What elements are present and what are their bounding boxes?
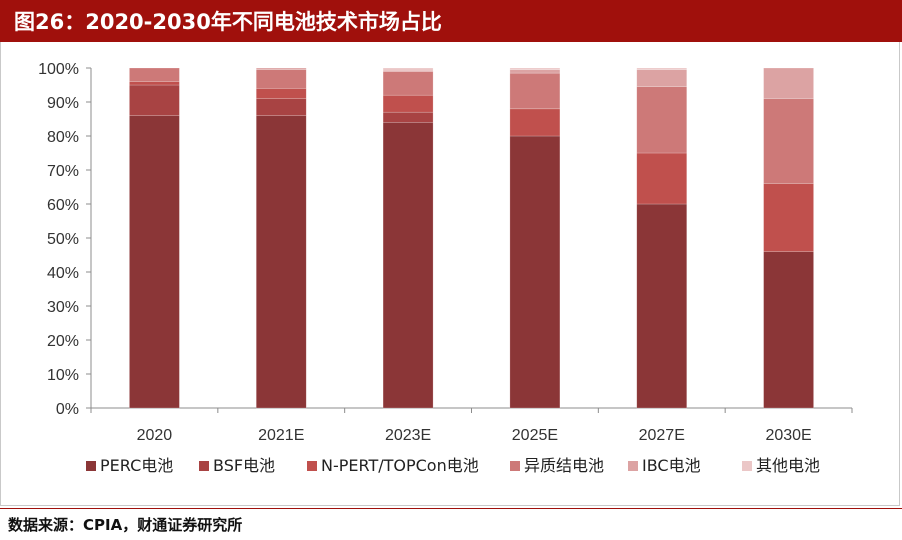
bar-segment [509, 69, 561, 74]
source-note: 数据来源：CPIA，财通证券研究所 [8, 516, 243, 534]
bar-segment [129, 67, 180, 82]
legend-label: N-PERT/TOPCon电池 [321, 456, 479, 475]
y-tick-label: 80% [47, 129, 79, 146]
bar-segment [129, 84, 180, 116]
footer-rule [0, 508, 902, 509]
legend-label: PERC电池 [100, 456, 173, 475]
bar-segment [509, 135, 561, 409]
chart-axes [86, 67, 853, 413]
bar-segment [509, 108, 561, 137]
bar-segment [636, 86, 688, 154]
y-tick-label: 0% [56, 401, 79, 418]
legend-swatch [199, 461, 209, 471]
y-tick-label: 40% [47, 265, 79, 282]
y-tick-label: 10% [47, 367, 79, 384]
bar-segment [255, 98, 307, 116]
bar-segment [255, 115, 307, 409]
bar-segment [382, 71, 434, 96]
x-tick-label: 2025E [512, 427, 558, 444]
legend-swatch [742, 461, 752, 471]
bar-segment [763, 98, 814, 184]
bar-segment [763, 183, 814, 252]
bar-segment [255, 69, 307, 89]
bar-segment [382, 122, 434, 409]
chart-frame [0, 42, 900, 506]
bar-segment [763, 251, 814, 409]
y-tick-label: 90% [47, 95, 79, 112]
legend-swatch [307, 461, 317, 471]
bar-segment [509, 72, 561, 110]
bar-segment [509, 67, 561, 70]
x-tick-label: 2020 [137, 427, 173, 444]
legend-swatch [86, 461, 96, 471]
y-tick-labels: 0% 10% 20% 30% 40% 50% 60% 70% 80% 90% 100% [38, 61, 79, 418]
x-tick-label: 2021E [258, 427, 304, 444]
figure-title: 图26：2020-2030年不同电池技术市场占比 [14, 10, 442, 34]
legend-label: 其他电池 [756, 456, 820, 475]
legend-swatch [510, 461, 520, 471]
y-tick-label: 30% [47, 299, 79, 316]
bar-segment [382, 111, 434, 123]
x-tick-labels: 2020 2021E 2023E 2025E 2027E 2030E [137, 427, 812, 444]
legend-label: BSF电池 [213, 456, 275, 475]
y-tick-label: 70% [47, 163, 79, 180]
stacked-bar-chart: 0%10%20%30%40%50%60%70%80%90%100% 2020 20… [38, 61, 853, 475]
legend-swatch [628, 461, 638, 471]
bar-segment [255, 88, 307, 99]
legend-label: IBC电池 [642, 456, 701, 475]
legend-label: 异质结电池 [524, 456, 604, 475]
chart-legend: PERC电池 BSF电池 N-PERT/TOPCon电池 异质结电池 IBC电池 其他电池 [86, 456, 820, 475]
x-tick-label: 2023E [385, 427, 431, 444]
x-tick-label: 2027E [639, 427, 685, 444]
bar-segment [255, 67, 307, 70]
bar-segment [636, 69, 688, 87]
bar-segment [129, 115, 180, 409]
chart-bars [129, 67, 814, 409]
bar-segment [636, 67, 688, 70]
y-tick-label: 20% [47, 333, 79, 350]
bar-segment [129, 81, 180, 86]
figure-header: 图26：2020-2030年不同电池技术市场占比 [0, 0, 902, 42]
y-tick-label: 50% [47, 231, 79, 248]
y-tick-label: 100% [38, 61, 79, 78]
bar-segment [636, 203, 688, 409]
bar-segment [382, 67, 434, 72]
x-tick-label: 2030E [765, 427, 811, 444]
y-tick-label: 60% [47, 197, 79, 214]
bar-segment [382, 94, 434, 113]
bar-segment [763, 67, 814, 99]
bar-segment [636, 152, 688, 205]
